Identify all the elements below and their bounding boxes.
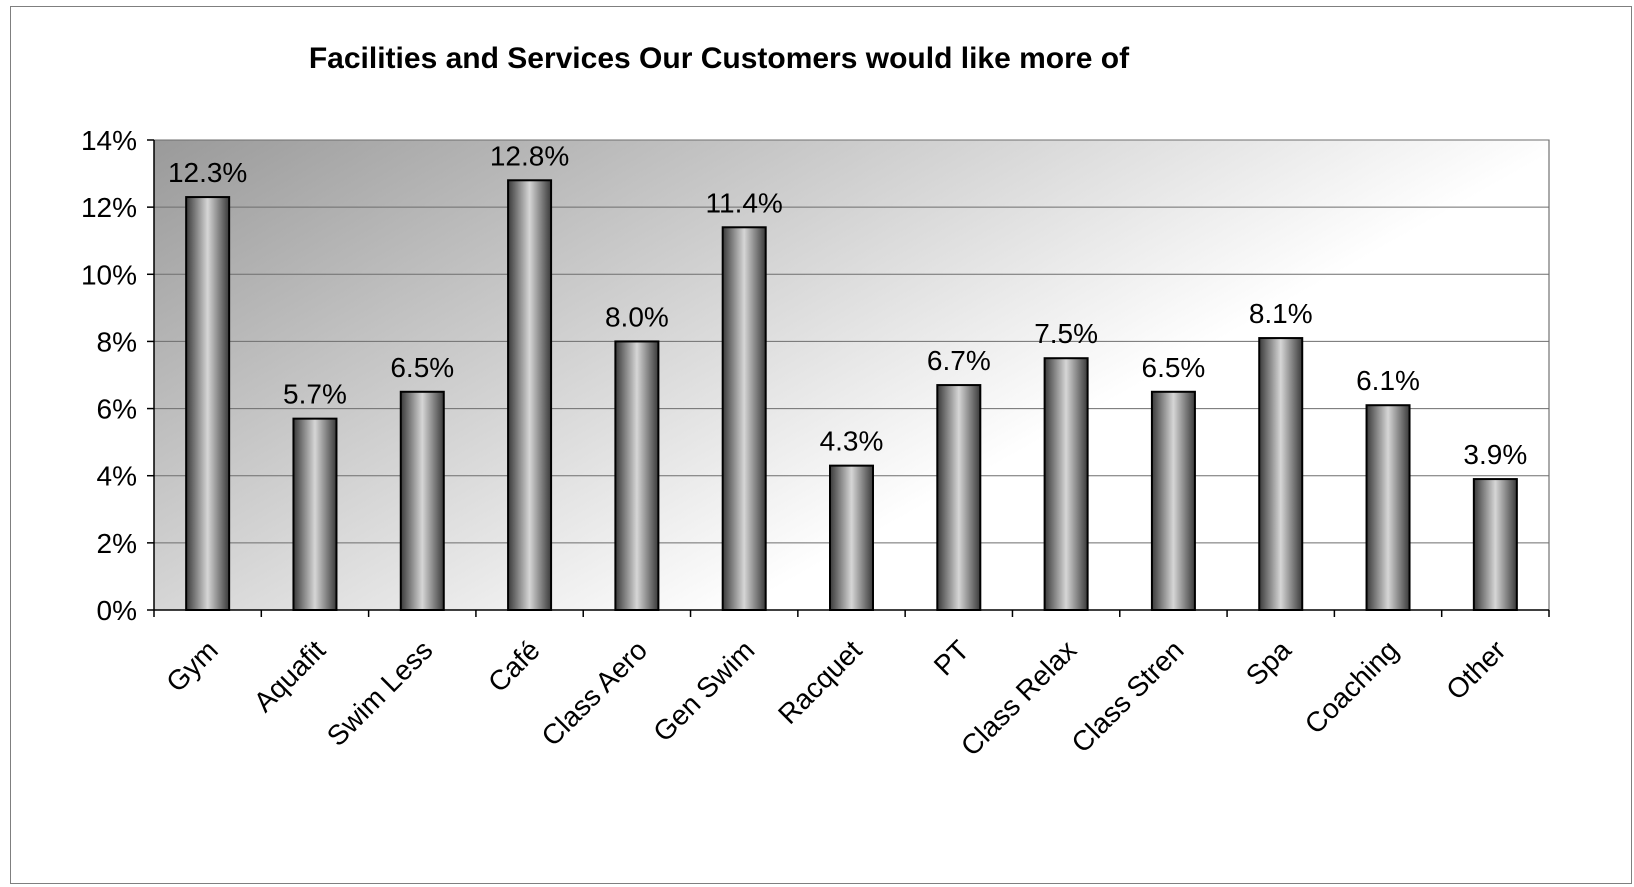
category-label: PT bbox=[928, 634, 975, 681]
data-label: 7.5% bbox=[1034, 318, 1098, 349]
data-label: 8.0% bbox=[605, 301, 669, 332]
category-label: Aquafit bbox=[248, 634, 332, 718]
y-tick-label: 6% bbox=[97, 394, 137, 425]
data-label: 4.3% bbox=[820, 426, 884, 457]
bar bbox=[829, 464, 874, 611]
category-label: Spa bbox=[1240, 634, 1297, 691]
bar bbox=[507, 179, 553, 612]
category-label: Racquet bbox=[772, 634, 868, 730]
category-label: Café bbox=[482, 634, 546, 698]
bar bbox=[399, 390, 445, 611]
category-label: Class Aero bbox=[535, 634, 653, 752]
category-label: Other bbox=[1440, 634, 1511, 705]
category-label: Gen Swim bbox=[647, 634, 760, 747]
category-label: Gym bbox=[160, 634, 224, 698]
bar bbox=[1043, 357, 1089, 612]
data-label: 6.1% bbox=[1356, 365, 1420, 396]
gridlines bbox=[154, 139, 1549, 544]
data-label: 5.7% bbox=[283, 379, 347, 410]
chart-frame: Facilities and Services Our Customers wo… bbox=[10, 6, 1632, 884]
bar bbox=[185, 196, 231, 611]
bar bbox=[1472, 478, 1518, 612]
bar bbox=[721, 226, 767, 612]
y-tick-label: 8% bbox=[97, 326, 137, 357]
data-label: 6.5% bbox=[1142, 352, 1206, 383]
y-tick-label: 14% bbox=[81, 125, 137, 156]
data-label: 12.8% bbox=[490, 140, 569, 171]
y-axis: 0% 2% 4% 6% 8% 10% 12% 14% bbox=[81, 125, 155, 626]
category-label: Coaching bbox=[1299, 634, 1405, 740]
data-label: 6.5% bbox=[390, 352, 454, 383]
bar bbox=[614, 340, 660, 611]
y-tick-label: 2% bbox=[97, 528, 137, 559]
bar bbox=[936, 384, 982, 612]
data-label: 12.3% bbox=[168, 157, 247, 188]
data-label: 8.1% bbox=[1249, 298, 1313, 329]
bar bbox=[1150, 390, 1196, 611]
bar bbox=[292, 417, 338, 611]
data-label: 11.4% bbox=[706, 187, 783, 218]
bars: 12.3% 5.7% 6.5% 12.8% 8.0% 11.4% 4.3% 6.7% 7.5% 6… bbox=[168, 140, 1527, 612]
chart-title: Facilities and Services Our Customers wo… bbox=[309, 42, 1130, 75]
bar-chart: Facilities and Services Our Customers wo… bbox=[81, 42, 1550, 762]
y-tick-label: 12% bbox=[81, 192, 137, 223]
category-label: Swim Less bbox=[321, 634, 439, 752]
bar bbox=[1365, 404, 1411, 612]
data-label: 3.9% bbox=[1463, 439, 1527, 470]
category-label: Class Relax bbox=[955, 634, 1083, 762]
y-tick-label: 4% bbox=[97, 461, 137, 492]
y-tick-label: 10% bbox=[81, 259, 137, 290]
category-label: Class Stren bbox=[1065, 634, 1189, 758]
bar bbox=[1258, 337, 1304, 611]
data-label: 6.7% bbox=[927, 345, 991, 376]
y-tick-label: 0% bbox=[97, 595, 137, 626]
